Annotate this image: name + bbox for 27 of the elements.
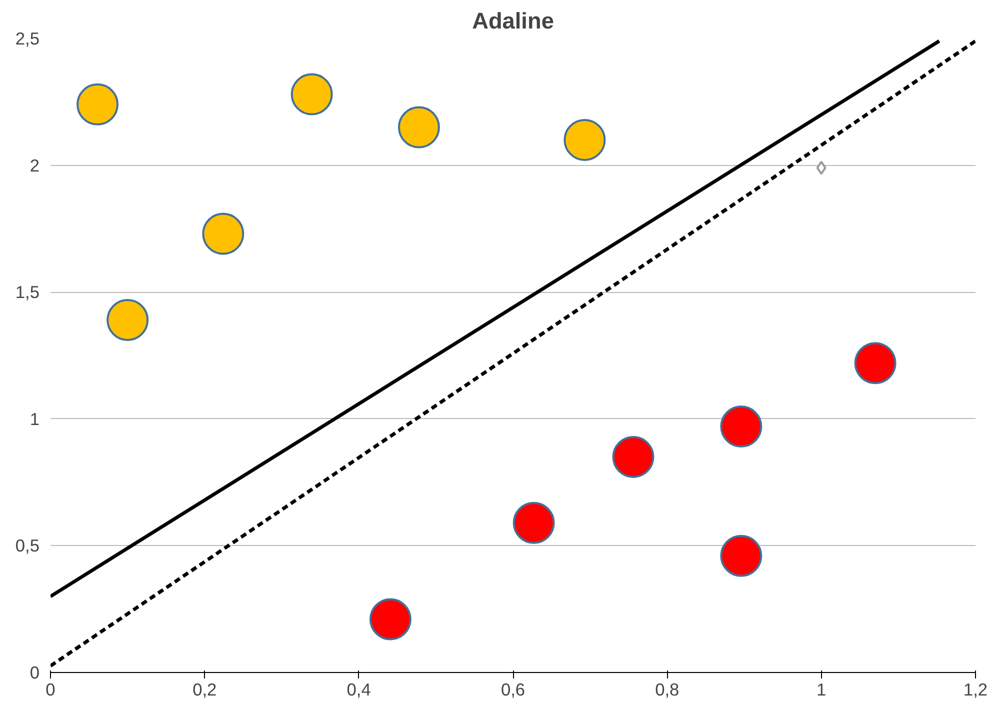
y-tick-label: 0: [30, 662, 40, 682]
y-tick-label: 1: [30, 408, 40, 429]
point: [854, 342, 896, 384]
point: [564, 118, 606, 161]
x-tick-label: 0,4: [346, 680, 372, 700]
y-tick-label: 2: [30, 155, 40, 176]
point: [816, 160, 826, 175]
y-tick-label: 1,5: [15, 282, 40, 302]
y-tick-label: 0,5: [15, 536, 40, 556]
point: [369, 598, 412, 640]
x-tick-label: 0,6: [500, 680, 526, 700]
point: [612, 436, 654, 478]
x-tick-label: 1: [816, 680, 826, 700]
x-tick-label: 0,2: [192, 680, 217, 700]
point: [106, 299, 149, 341]
x-tick-label: 1,2: [963, 680, 988, 700]
x-tick-label: 0,8: [655, 680, 680, 700]
point: [720, 406, 762, 448]
point: [76, 83, 119, 126]
point: [398, 106, 440, 148]
point: [202, 212, 244, 255]
x-tick-label: 0: [46, 680, 56, 700]
chart-title: Adaline: [472, 8, 554, 34]
y-tick-label: 2,5: [15, 28, 40, 48]
point: [290, 73, 333, 116]
point: [720, 534, 762, 577]
point: [512, 502, 555, 544]
